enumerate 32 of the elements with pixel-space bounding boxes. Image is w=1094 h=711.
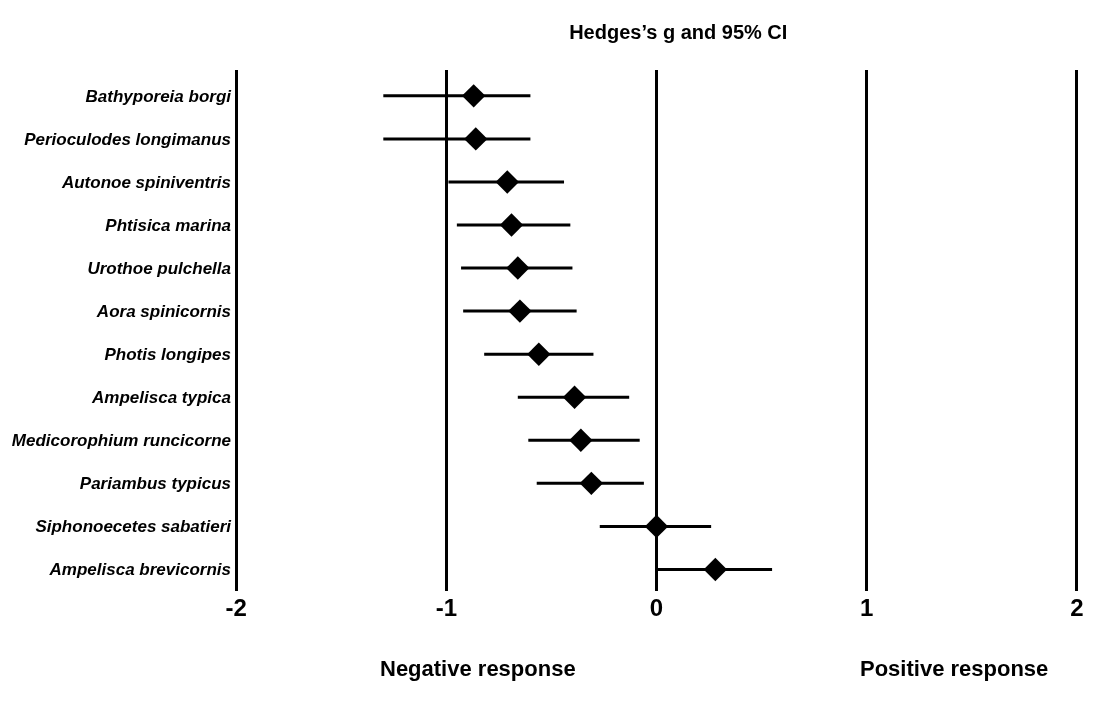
point bbox=[461, 84, 486, 108]
point bbox=[579, 471, 604, 496]
text: Positive response bbox=[860, 656, 1049, 681]
y-tick-label: Autonoe spiniventris bbox=[60, 172, 231, 192]
point bbox=[464, 127, 488, 151]
y-tick-label: Perioculodes longimanus bbox=[24, 129, 231, 149]
chart-title: Hedges’s g and 95% CI bbox=[569, 20, 788, 43]
y-tick-label: Ampelisca typica bbox=[91, 388, 231, 408]
x-tick-label: -2 bbox=[225, 594, 247, 621]
y-tick-label: Medicorophium runcicorne bbox=[11, 431, 231, 451]
y-tick-label: Urothoe pulchella bbox=[87, 259, 231, 279]
point bbox=[508, 299, 532, 323]
x-tick-label: 1 bbox=[859, 594, 874, 621]
point bbox=[569, 428, 593, 452]
point bbox=[499, 213, 524, 237]
point bbox=[562, 385, 587, 409]
y-tick-label: Ampelisca brevicornis bbox=[48, 560, 231, 580]
point bbox=[527, 342, 551, 366]
point bbox=[703, 557, 728, 582]
y-tick-label: Phtisica marina bbox=[105, 215, 231, 235]
point bbox=[506, 256, 530, 280]
y-tick-label: Bathyporeia borgi bbox=[85, 86, 233, 106]
x-tick-label: 0 bbox=[649, 594, 664, 621]
y-tick-label: Aora spinicornis bbox=[95, 302, 231, 322]
point bbox=[644, 514, 669, 539]
y-tick-label: Siphonoecetes sabatieri bbox=[35, 517, 233, 537]
y-tick-label: Photis longipes bbox=[104, 345, 231, 365]
x-tick-label: -1 bbox=[435, 594, 458, 621]
point bbox=[495, 170, 519, 194]
y-tick-label: Pariambus typicus bbox=[79, 474, 231, 494]
text: Negative response bbox=[380, 656, 576, 681]
x-tick-label: 2 bbox=[1070, 594, 1084, 621]
